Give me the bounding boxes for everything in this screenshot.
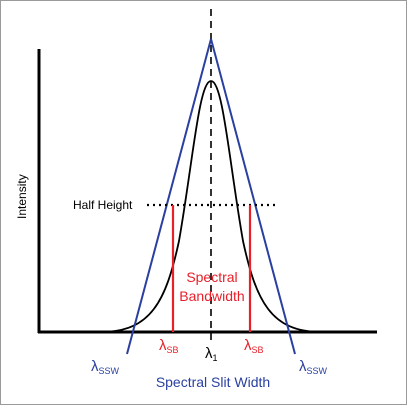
lambda-ssw-left-subscript: SSW: [99, 366, 120, 376]
lambda-sb-right-subscript: SB: [252, 345, 264, 355]
lambda-sb-right-symbol: λ: [244, 337, 252, 354]
slit-triangle-left: [126, 38, 212, 355]
lambda-ssw-right-symbol: λ: [299, 358, 307, 375]
half-height-label: Half Height: [73, 198, 133, 212]
lambda-ssw-right-subscript: SSW: [307, 366, 328, 376]
lambda-center: λ1: [205, 345, 218, 363]
slit-triangle-right: [210, 38, 296, 355]
y-axis-label: Intensity: [15, 174, 29, 219]
lambda-center-subscript: 1: [213, 353, 218, 363]
bandwidth-label-line2: Bandwidth: [179, 288, 244, 304]
lambda-ssw-left-symbol: λ: [91, 358, 99, 375]
lambda-sb-left-subscript: SB: [167, 345, 179, 355]
lambda-sb-right: λSB: [244, 337, 264, 355]
lambda-sb-left-symbol: λ: [159, 337, 167, 354]
lambda-sb-left: λSB: [159, 337, 179, 355]
spectral-curve: [100, 80, 322, 333]
bandwidth-label-line1: Spectral: [186, 269, 237, 285]
lambda-ssw-right: λSSW: [299, 358, 328, 376]
slit-width-label: Spectral Slit Width: [156, 374, 270, 390]
lambda-ssw-left: λSSW: [91, 358, 120, 376]
lambda-center-symbol: λ: [205, 345, 213, 362]
